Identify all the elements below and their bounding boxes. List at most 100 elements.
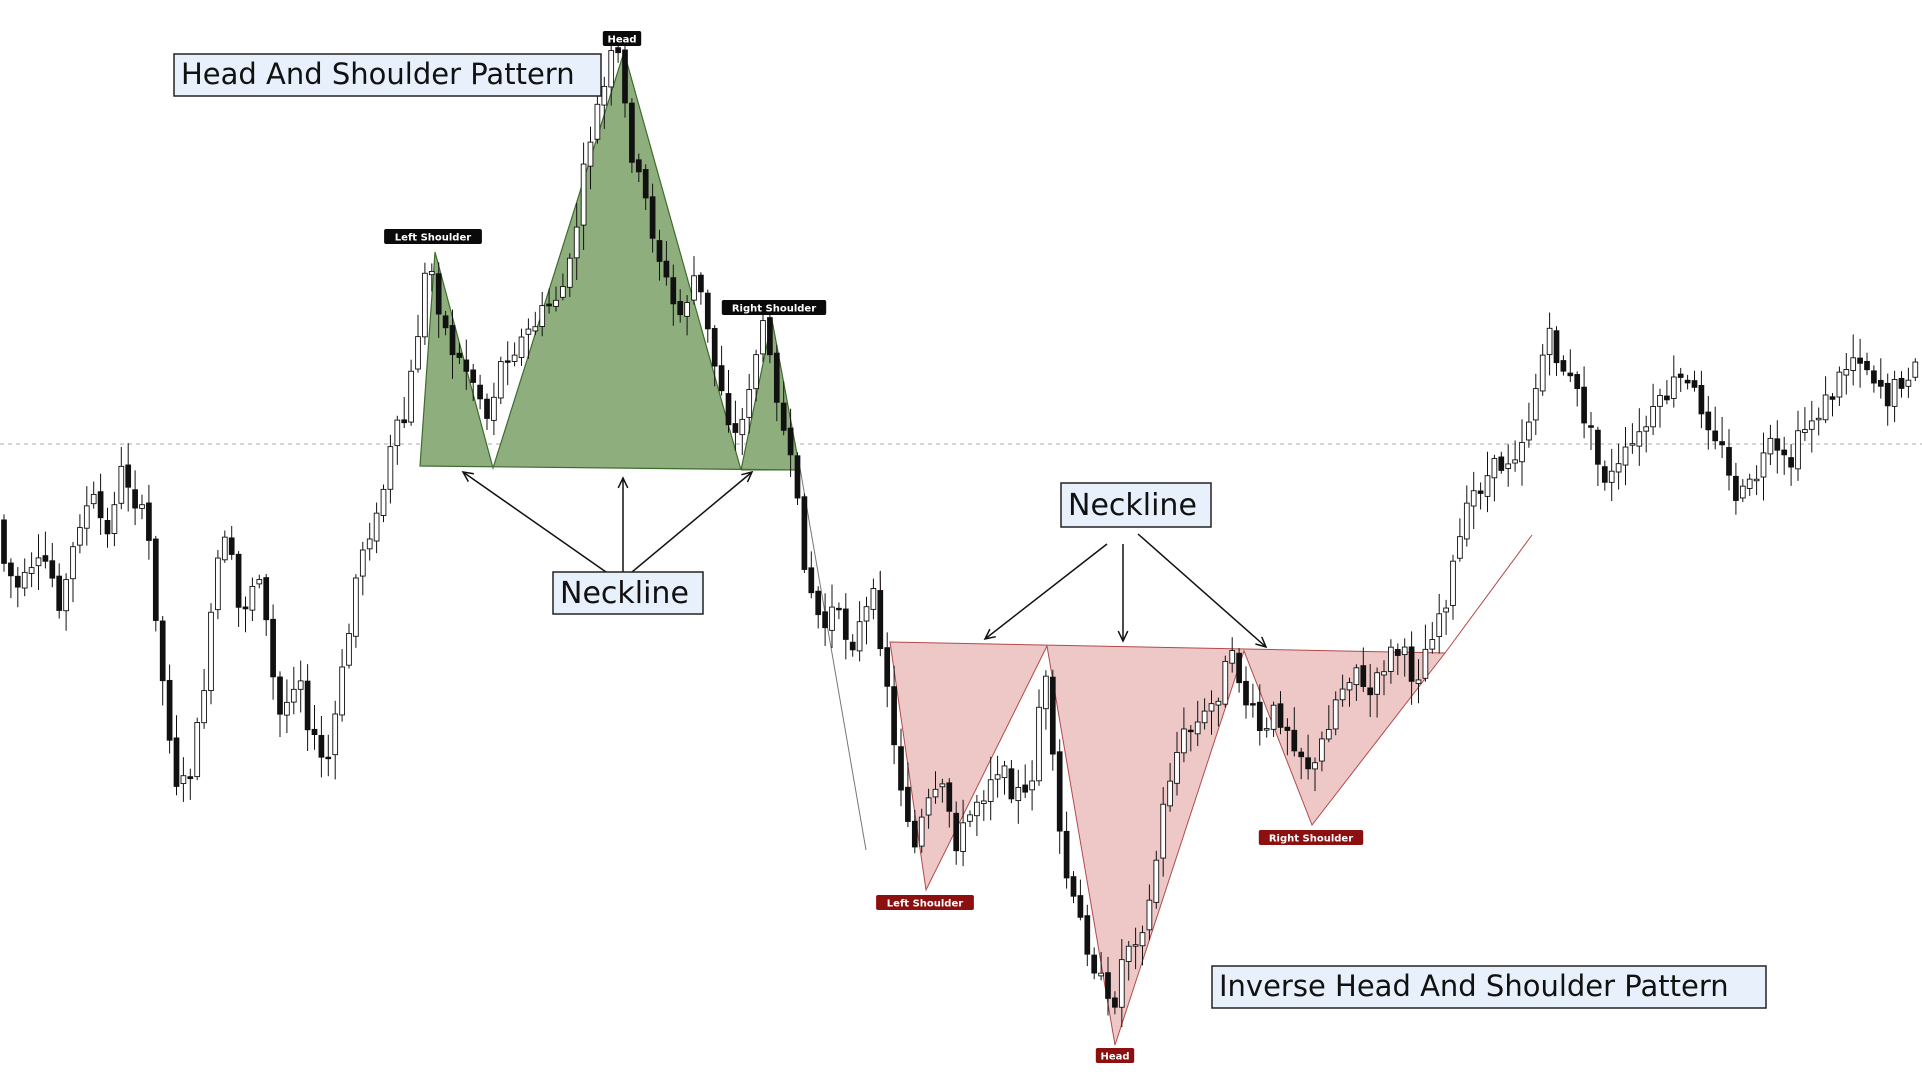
candle-bull [1346, 682, 1353, 691]
tag-bottom-head-bg [1095, 1048, 1135, 1063]
candle-bull [1519, 441, 1525, 463]
candle-bull [339, 666, 345, 716]
arrow-bottom-left-head [983, 628, 996, 641]
candle-bull [1319, 738, 1325, 762]
candle-bear [1022, 784, 1029, 793]
candle-bull [1194, 721, 1201, 735]
candle-bull [1332, 699, 1339, 730]
candle-bull [1546, 327, 1553, 356]
neckline-top-label: Neckline [560, 576, 689, 611]
candle-bear [1719, 441, 1725, 446]
candle-bull [1491, 458, 1498, 479]
candle-bear [1084, 915, 1091, 955]
tag-bottom-right-shoulder: Right Shoulder [1269, 834, 1353, 845]
candle-bear [1857, 357, 1863, 364]
neckline-arrows [461, 470, 1268, 649]
candle-bull [491, 396, 497, 421]
candle-bull [1415, 679, 1422, 684]
arrow-top-right-head [741, 470, 754, 483]
candle-bull [746, 389, 753, 418]
candle-bear [1236, 652, 1242, 684]
candle-bull [256, 579, 263, 585]
candle-bear [1560, 360, 1567, 372]
candle-bull [1153, 859, 1160, 903]
candle-bear [456, 352, 463, 358]
candle-bear [891, 686, 897, 746]
candle-bear [1829, 396, 1836, 400]
candle-bear [622, 49, 628, 104]
candle-bear [656, 240, 663, 262]
candle-bull [415, 336, 421, 370]
candle-bear [884, 647, 891, 687]
candle-bull [1905, 379, 1912, 387]
candle-bear [698, 274, 704, 293]
candle-bull [1422, 648, 1429, 679]
candle-bear [1, 519, 7, 564]
candle-bear [1781, 449, 1788, 456]
candle-bull [380, 488, 387, 516]
candle-bear [822, 611, 828, 629]
candle-bear [263, 577, 270, 621]
candle-bear [1567, 372, 1574, 377]
candle-bull [1450, 560, 1456, 606]
candle-bull [249, 585, 256, 611]
trend-line [799, 467, 867, 851]
candle-bear [56, 575, 63, 611]
candle-bear [1063, 830, 1070, 879]
candle-bear [718, 365, 725, 392]
candle-bull [1222, 660, 1229, 705]
candle-bull [1746, 478, 1753, 489]
candle-bear [1677, 373, 1684, 378]
candle-bear [1360, 665, 1367, 687]
candle-bull [215, 557, 221, 611]
candle-bull [684, 302, 690, 317]
candle-bear [1664, 395, 1670, 401]
candle-bear [877, 590, 884, 650]
candle-bear [504, 360, 511, 363]
tag-top-right-shoulder: Right Shoulder [732, 304, 816, 315]
candle-bull [1160, 803, 1167, 859]
arrow-bottom-left [984, 543, 1108, 640]
candle-bull [359, 549, 366, 577]
candle-bull [1229, 650, 1236, 664]
candle-bull [960, 822, 966, 852]
neckline-top-box: Neckline [552, 571, 704, 615]
candle-bear [953, 812, 960, 852]
candle-bear [946, 782, 953, 812]
candle-bear [1498, 456, 1505, 471]
candle-bull [1146, 899, 1153, 931]
candle-bear [228, 537, 235, 555]
candle-bear [1691, 380, 1698, 388]
tag-top-head-bg [602, 31, 642, 46]
candle-bear [546, 303, 552, 307]
candle-bull [870, 588, 877, 610]
candle-bear [1477, 490, 1484, 494]
candle-bear [1305, 757, 1311, 770]
candle-bull [1912, 361, 1919, 378]
candle-bull [1353, 667, 1360, 686]
candle-bear [1733, 475, 1739, 501]
candle-bull [760, 320, 766, 355]
tag-top-left-shoulder-bg [384, 229, 482, 244]
candle-bull [1629, 443, 1636, 446]
candle-bear [773, 352, 780, 403]
candle-bear [1112, 997, 1118, 1008]
candle-bull [1015, 787, 1022, 802]
candle-bull [1802, 429, 1808, 433]
candle-bear [1871, 370, 1877, 384]
candle-bear [187, 776, 194, 780]
candle-bear [1864, 360, 1870, 371]
candle-bear [1726, 447, 1732, 476]
candle-bull [111, 504, 118, 534]
tag-bottom-head: Head [1100, 1052, 1129, 1063]
candle-bear [794, 455, 801, 499]
candle-bull [1181, 728, 1187, 754]
candle-bull [511, 354, 518, 362]
candle-bull [1795, 430, 1801, 470]
candle-bull [1505, 463, 1512, 469]
candle-bear [1105, 972, 1111, 999]
candle-bull [1643, 426, 1650, 432]
candle-bear [318, 735, 325, 758]
candle-bear [629, 102, 635, 163]
